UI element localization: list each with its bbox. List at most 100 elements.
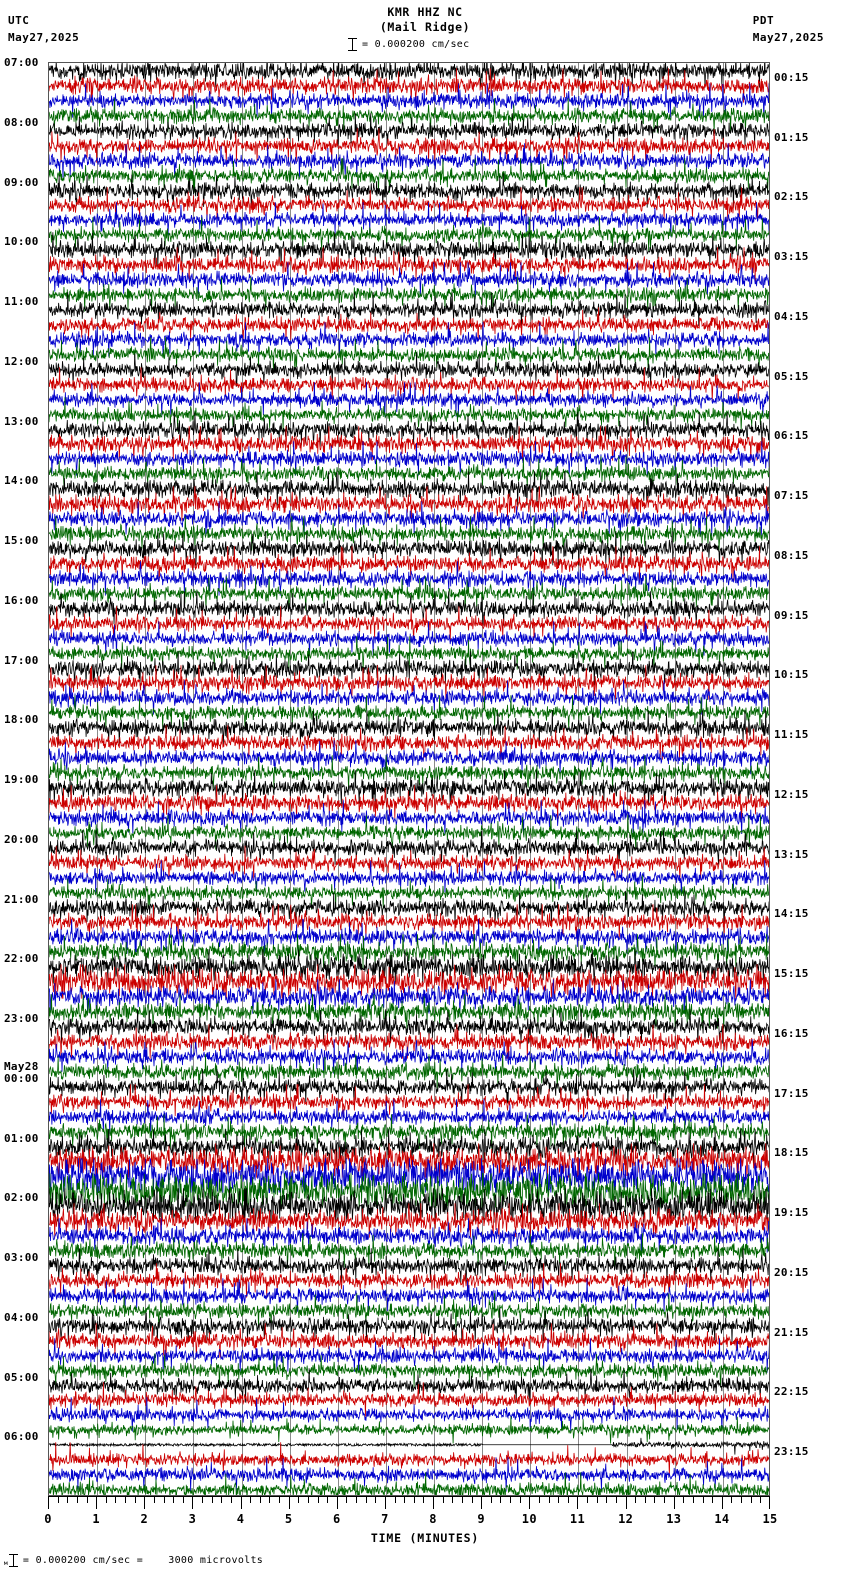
x-axis-minor-tick: [635, 1496, 637, 1503]
seismogram-trace: [49, 456, 769, 488]
x-axis-tick-label: 12: [618, 1512, 634, 1526]
seismogram-trace: [49, 546, 769, 581]
x-axis-minor-tick: [538, 1496, 540, 1503]
x-axis-minor-tick: [644, 1496, 646, 1503]
seismogram-trace: [49, 113, 769, 148]
x-axis-major-tick: [288, 1496, 290, 1509]
x-axis-minor-tick: [269, 1496, 271, 1503]
y-label-left-hour: 13:00: [4, 414, 39, 428]
minute-gridline: [385, 63, 387, 1495]
seismogram-trace: [49, 1173, 769, 1209]
x-axis-minor-tick: [221, 1496, 223, 1503]
x-axis-minor-tick: [356, 1496, 358, 1503]
y-label-right-hour: 23:15: [774, 1445, 809, 1459]
x-axis-minor-tick: [596, 1496, 598, 1503]
x-axis-minor-tick: [230, 1496, 232, 1503]
seismogram-trace: [49, 217, 769, 252]
seismogram-trace: [49, 576, 769, 611]
x-axis-minor-tick: [307, 1496, 309, 1503]
x-axis-minor-tick: [654, 1496, 656, 1503]
seismogram-trace: [49, 1218, 769, 1253]
x-axis-tick-label: 13: [666, 1512, 682, 1526]
x-axis-major-tick: [625, 1496, 627, 1509]
y-label-day-marker: May28: [4, 1059, 39, 1073]
x-axis-tick-label: 1: [92, 1512, 100, 1526]
x-axis-minor-tick: [413, 1496, 415, 1503]
x-axis-minor-tick: [298, 1496, 300, 1503]
x-axis-tick-label: 11: [569, 1512, 585, 1526]
x-axis-tick-label: 8: [429, 1512, 437, 1526]
seismogram-trace: [49, 381, 769, 417]
seismogram-trace: [49, 322, 769, 357]
seismogram-trace: [49, 710, 769, 745]
x-axis-minor-tick: [86, 1496, 88, 1503]
y-label-left-hour: 06:00: [4, 1430, 39, 1444]
y-label-right-hour: 21:15: [774, 1325, 809, 1339]
seismogram-trace: [49, 1367, 769, 1403]
y-label-right-hour: 06:15: [774, 429, 809, 443]
seismogram-trace: [49, 1113, 769, 1149]
x-axis-minor-tick: [76, 1496, 78, 1503]
x-axis-major-tick: [192, 1496, 194, 1509]
seismogram-trace: [49, 755, 769, 790]
x-axis-minor-tick: [182, 1496, 184, 1503]
y-label-right-hour: 03:15: [774, 250, 809, 264]
seismogram-trace: [49, 1437, 769, 1455]
x-axis-minor-tick: [105, 1496, 107, 1503]
seismogram-trace: [49, 247, 769, 282]
x-axis-minor-tick: [471, 1496, 473, 1503]
x-axis-major-tick: [769, 1496, 770, 1509]
x-axis-major-tick: [433, 1496, 435, 1509]
seismogram-trace: [49, 1203, 769, 1238]
footer-scale-note: м = 0.000200 cm/sec = 3000 microvolts: [4, 1554, 263, 1567]
y-label-right-hour: 12:15: [774, 787, 809, 801]
y-label-left-hour: 09:00: [4, 175, 39, 189]
y-label-left-hour: 19:00: [4, 773, 39, 786]
x-axis-minor-tick: [365, 1496, 367, 1503]
seismogram-trace: [49, 262, 769, 297]
scale-ibar-icon: [348, 38, 357, 51]
seismogram-trace: [49, 605, 769, 641]
seismogram-trace: [49, 904, 769, 940]
seismogram-trace: [49, 785, 769, 820]
minute-gridline: [97, 63, 99, 1495]
x-axis-minor-tick: [519, 1496, 521, 1503]
minute-gridline: [337, 63, 339, 1495]
y-label-right-hour: 15:15: [774, 967, 809, 981]
x-axis-minor-tick: [57, 1496, 59, 1503]
y-label-left-hour: 15:00: [4, 534, 39, 547]
seismogram-trace: [49, 292, 769, 327]
y-label-right-hour: 02:15: [774, 190, 809, 204]
y-label-right-hour: 09:15: [774, 608, 809, 622]
header-left-timezone-block: UTC May27,2025: [8, 12, 79, 46]
seismogram-trace: [49, 531, 769, 566]
x-axis-major-tick: [529, 1496, 531, 1509]
seismogram-trace: [49, 1098, 769, 1134]
seismogram-trace: [49, 695, 769, 730]
minute-gridline: [722, 63, 724, 1495]
x-axis-minor-tick: [202, 1496, 204, 1503]
minute-gridline: [145, 63, 147, 1495]
minute-gridline: [482, 63, 484, 1495]
seismogram-trace: [49, 172, 769, 208]
x-axis-minor-tick: [452, 1496, 454, 1503]
seismogram-trace: [49, 1083, 769, 1119]
footer-mini-mark: м: [4, 1560, 8, 1567]
x-axis-tick-label: 5: [284, 1512, 293, 1526]
seismogram-trace: [49, 396, 769, 432]
y-label-left-hour: 04:00: [4, 1310, 39, 1324]
x-axis-line: [48, 1496, 770, 1497]
x-axis-minor-tick: [125, 1496, 126, 1503]
seismogram-trace: [49, 800, 769, 835]
seismogram-trace: [49, 187, 769, 223]
y-label-left-hour: 05:00: [4, 1370, 39, 1384]
x-axis-minor-tick: [606, 1496, 608, 1503]
x-axis-minor-tick: [173, 1496, 175, 1503]
y-label-right-hour: 20:15: [774, 1265, 809, 1279]
minute-gridline: [193, 63, 195, 1495]
y-label-left-hour: 11:00: [4, 295, 39, 308]
seismogram-trace: [49, 441, 769, 477]
seismogram-trace: [49, 1158, 769, 1194]
seismogram-trace: [49, 516, 769, 551]
x-axis-tick-label: 3: [188, 1512, 197, 1526]
